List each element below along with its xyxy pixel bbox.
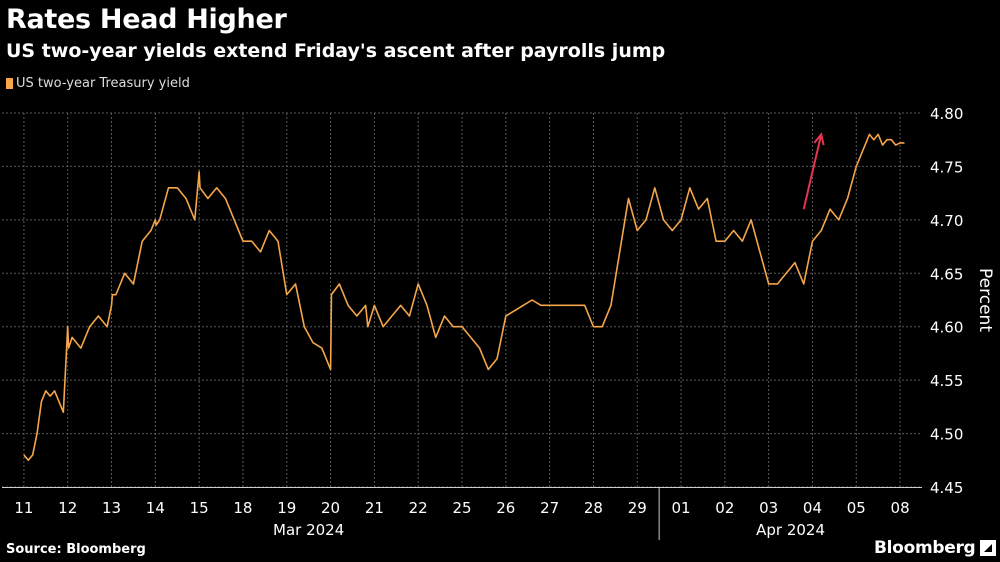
brand-icon	[980, 540, 996, 556]
x-tick-label: 01	[672, 499, 691, 517]
x-tick-label: 20	[321, 499, 340, 517]
y-tick-label: 4.70	[930, 212, 963, 230]
y-tick-label: 4.60	[930, 319, 963, 337]
y-tick-label: 4.55	[930, 372, 963, 390]
x-tick-label: 26	[496, 499, 515, 517]
month-label: Mar 2024	[273, 521, 344, 539]
source-note: Source: Bloomberg	[6, 542, 146, 557]
y-tick-label: 4.75	[930, 158, 963, 176]
x-tick-label: 03	[759, 499, 778, 517]
y-axis-title: Percent	[975, 268, 995, 332]
x-tick-label: 27	[540, 499, 559, 517]
brand-logo-text: Bloomberg	[874, 538, 976, 558]
annotation-arrow-head	[813, 132, 825, 146]
annotation-arrow-shaft	[802, 134, 823, 210]
month-label: Apr 2024	[756, 521, 825, 539]
y-tick-label: 4.80	[930, 105, 963, 123]
x-tick-label: 04	[803, 499, 822, 517]
x-tick-label: 19	[277, 499, 296, 517]
chart-subtitle: US two-year yields extend Friday's ascen…	[6, 40, 666, 62]
x-tick-label: 21	[365, 499, 384, 517]
x-tick-label: 14	[146, 499, 165, 517]
legend-label: US two-year Treasury yield	[16, 76, 190, 91]
chart-title: Rates Head Higher	[6, 4, 287, 35]
x-tick-label: 12	[58, 499, 77, 517]
y-tick-label: 4.45	[930, 479, 963, 497]
x-tick-label: 08	[891, 499, 910, 517]
series-line	[23, 133, 905, 462]
x-tick-label: 02	[715, 499, 734, 517]
x-tick-label: 13	[102, 499, 121, 517]
x-tick-label: 25	[452, 499, 471, 517]
x-tick-label: 05	[847, 499, 866, 517]
y-tick-label: 4.65	[930, 265, 963, 283]
x-tick-label: 28	[584, 499, 603, 517]
legend: US two-year Treasury yield	[6, 76, 190, 91]
x-tick-label: 11	[14, 499, 33, 517]
legend-swatch	[6, 78, 13, 89]
x-tick-label: 18	[233, 499, 252, 517]
y-tick-label: 4.50	[930, 426, 963, 444]
x-tick-label: 29	[628, 499, 647, 517]
x-tick-label: 15	[190, 499, 209, 517]
x-tick-label: 22	[409, 499, 428, 517]
